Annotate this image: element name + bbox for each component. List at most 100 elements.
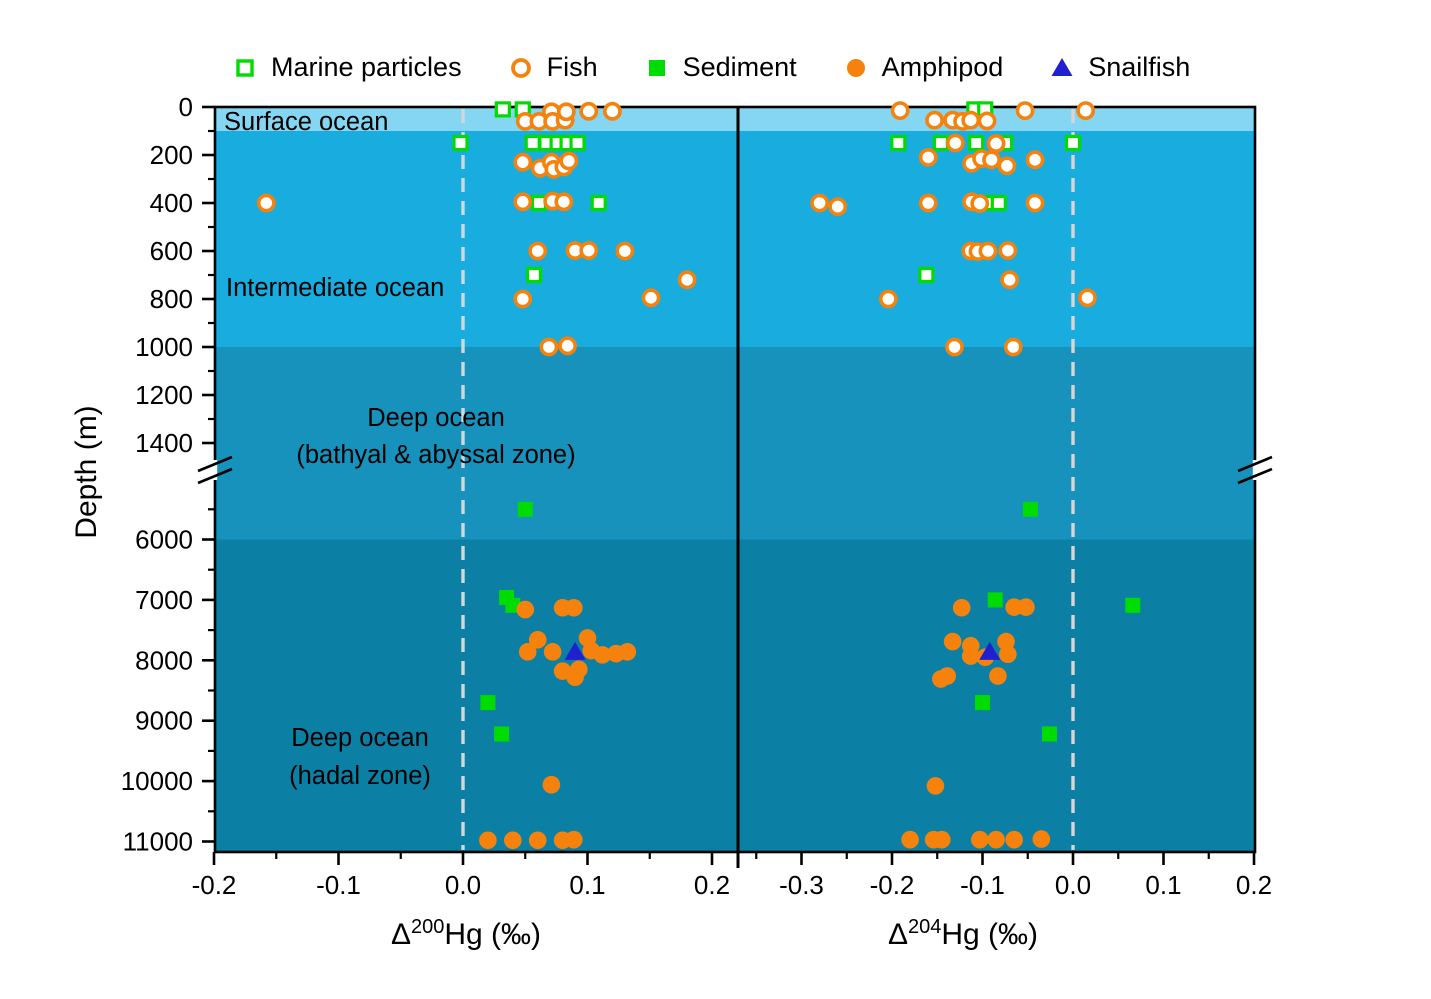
amphipod-point	[565, 598, 583, 617]
fish-point	[1078, 288, 1097, 308]
y-tick-label: 6000	[135, 525, 193, 555]
legend-label: Amphipod	[881, 52, 1004, 82]
filled-triangle-icon	[1051, 57, 1073, 76]
hg-permil-label: Hg (‰)	[941, 918, 1039, 951]
open-circle-icon	[510, 57, 531, 78]
sediment-point	[494, 726, 510, 742]
fish-point	[556, 102, 576, 122]
amphipod-point	[618, 643, 637, 661]
fish-point	[528, 241, 548, 261]
x-tick-label: -0.1	[316, 870, 361, 900]
zone-label-deep-ocean-hadal: (hadal zone)	[289, 762, 431, 790]
amphipod-point	[516, 600, 535, 619]
filled-circle-icon	[846, 58, 865, 77]
y-tick-label: 11000	[123, 827, 193, 857]
legend-item-amphipod: Amphipod	[843, 52, 1004, 83]
fish-point	[579, 101, 599, 121]
sediment-point	[1022, 501, 1038, 517]
x-tick-label: -0.3	[779, 870, 824, 900]
isotope-200-superscript: 200	[411, 916, 445, 938]
marine-particles-point	[990, 194, 1007, 212]
zone-label-intermediate-ocean: Intermediate ocean	[226, 274, 444, 302]
y-tick-label: 9000	[135, 706, 193, 736]
fish-point	[998, 241, 1018, 260]
x-tick-label: 0.1	[1145, 870, 1181, 900]
legend-label: Sediment	[682, 52, 797, 82]
amphipod-point	[593, 646, 612, 664]
x-tick-label: 0.1	[569, 870, 605, 900]
y-tick-label: 200	[150, 140, 193, 170]
y-tick-label: 1000	[135, 332, 193, 362]
x-axis-title-left: Δ200Hg (‰)	[276, 916, 656, 952]
x-tick-label: 0.0	[1055, 870, 1091, 900]
axis-break-icon	[1237, 455, 1273, 473]
x-tick-label: -0.2	[192, 870, 237, 900]
legend-label: Snailfish	[1088, 52, 1191, 82]
fish-point	[1025, 193, 1045, 213]
x-tick-label: 0.0	[445, 870, 481, 900]
fish-point	[539, 337, 559, 357]
sediment-point	[1125, 597, 1141, 613]
legend-label: Marine particles	[271, 52, 462, 82]
amphipod-point	[989, 667, 1007, 685]
fish-point	[256, 193, 276, 213]
fish-point	[1003, 337, 1023, 357]
marine-particles-point	[1064, 134, 1082, 152]
sediment-point	[517, 501, 533, 517]
x-axis-title-right: Δ204Hg (‰)	[773, 916, 1153, 952]
amphipod-point	[565, 830, 583, 849]
marine-particles-point	[918, 266, 935, 284]
isotope-204-superscript: 204	[908, 916, 942, 938]
amphipod-point	[566, 668, 584, 687]
fish-point	[828, 197, 848, 216]
fish-point	[615, 241, 635, 261]
zone-band-deep-ocean-hadal	[215, 539, 1255, 852]
marine-particles-point	[590, 194, 607, 212]
axis-break-icon	[197, 455, 233, 473]
fish-point	[945, 337, 964, 357]
marine-particles-point	[932, 134, 949, 152]
axis-break-gap	[1252, 460, 1258, 480]
fish-point	[970, 194, 990, 213]
fish-point	[878, 289, 898, 309]
legend-item-fish: Fish	[508, 52, 598, 83]
open-square-icon	[236, 58, 254, 77]
marine-particles-point	[890, 134, 907, 152]
amphipod-point	[943, 632, 962, 651]
zone-band-deep-ocean-bathyal	[215, 347, 1255, 540]
amphipod-point	[528, 831, 547, 850]
zone-band-intermediate-ocean	[215, 131, 1255, 347]
fish-point	[890, 101, 910, 120]
fish-point	[513, 289, 533, 309]
y-tick-label: 400	[150, 188, 193, 218]
x-tick-label: 0.2	[694, 870, 730, 900]
y-tick-label: 0	[179, 92, 193, 122]
amphipod-point	[999, 645, 1017, 664]
fish-point	[925, 110, 944, 130]
fish-point	[1025, 150, 1045, 170]
snailfish-point	[564, 641, 586, 660]
amphipod-point	[932, 670, 950, 688]
snailfish-point	[979, 641, 1001, 660]
fish-point	[513, 152, 533, 172]
legend-label: Fish	[546, 52, 598, 82]
filled-square-icon	[648, 59, 665, 76]
fish-point	[986, 134, 1006, 153]
amphipod-point	[1032, 830, 1051, 848]
amphipod-point	[528, 630, 547, 649]
amphipod-point	[970, 830, 989, 849]
marine-particles-point	[968, 134, 985, 152]
fish-point	[1015, 101, 1035, 120]
fish-point	[961, 110, 981, 130]
sediment-point	[987, 592, 1003, 608]
zone-label-deep-ocean-hadal: Deep ocean	[291, 724, 429, 752]
delta-symbol: Δ	[390, 918, 411, 951]
amphipod-point	[952, 598, 971, 617]
hg-permil-label: Hg (‰)	[444, 918, 542, 951]
y-tick-label: 600	[150, 236, 193, 266]
y-tick-label: 1200	[135, 380, 193, 410]
y-tick-label: 8000	[135, 645, 193, 675]
amphipod-point	[987, 830, 1005, 849]
fish-point	[997, 156, 1017, 176]
fish-point	[513, 192, 533, 212]
